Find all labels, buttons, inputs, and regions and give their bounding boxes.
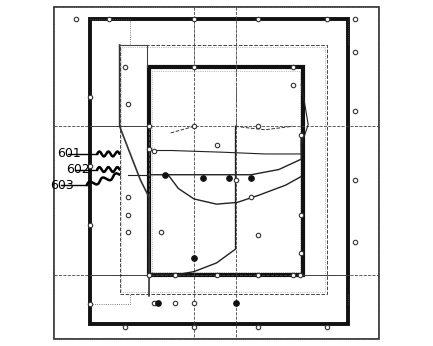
Text: 601: 601	[57, 147, 81, 161]
Bar	[152, 71, 300, 272]
Text: 602: 602	[66, 163, 90, 176]
Bar	[120, 45, 327, 294]
Bar	[149, 67, 303, 275]
Bar	[121, 47, 326, 292]
Text: 603: 603	[50, 179, 74, 192]
Bar	[90, 19, 348, 324]
